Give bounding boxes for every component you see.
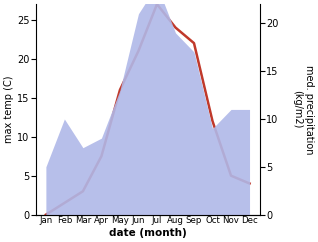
X-axis label: date (month): date (month) — [109, 228, 187, 238]
Y-axis label: max temp (C): max temp (C) — [4, 76, 14, 143]
Y-axis label: med. precipitation
(kg/m2): med. precipitation (kg/m2) — [292, 65, 314, 154]
